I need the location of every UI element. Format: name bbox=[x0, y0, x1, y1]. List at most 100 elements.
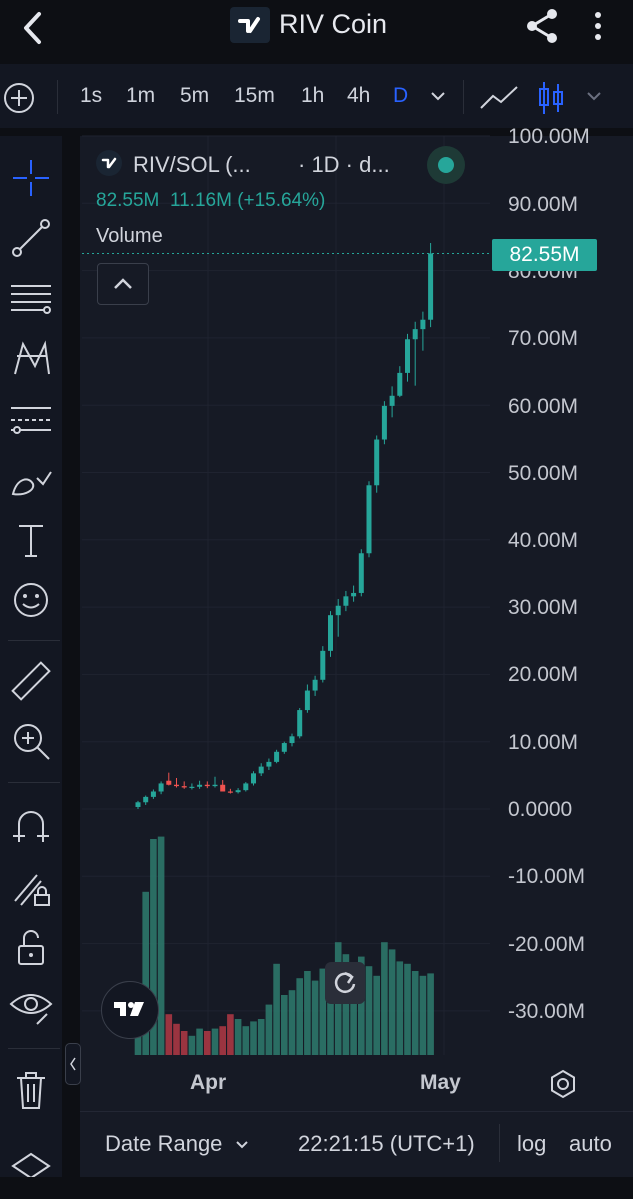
candle-body bbox=[381, 405, 387, 440]
app-header: RIV Coin bbox=[0, 0, 633, 62]
y-tick-label: 20.00M bbox=[508, 663, 579, 686]
candle-body bbox=[258, 766, 264, 774]
candle-body bbox=[235, 790, 241, 793]
forecast-icon[interactable] bbox=[7, 394, 55, 442]
legend-values: 82.55M 11.16M (+15.64%) bbox=[96, 190, 325, 212]
line-chart-icon[interactable] bbox=[479, 84, 519, 112]
eye-icon[interactable] bbox=[7, 982, 55, 1030]
emoji-icon[interactable] bbox=[7, 576, 55, 624]
timezone-clock[interactable]: 22:21:15 (UTC+1) bbox=[298, 1131, 475, 1156]
volume-bar bbox=[342, 954, 350, 1055]
candle-body bbox=[428, 253, 434, 320]
chevron-down-icon[interactable] bbox=[586, 90, 602, 102]
volume-bar bbox=[188, 1035, 196, 1055]
unlock-icon[interactable] bbox=[7, 924, 55, 972]
timeframe-1m[interactable]: 1m bbox=[126, 84, 156, 107]
brand-logo-icon bbox=[230, 7, 270, 43]
timeframe-5m[interactable]: 5m bbox=[180, 84, 210, 107]
volume-bar bbox=[265, 1004, 273, 1055]
candle-body bbox=[335, 605, 341, 616]
toolbar-divider bbox=[57, 80, 58, 114]
market-status-icon[interactable] bbox=[427, 146, 465, 184]
candle-body bbox=[274, 751, 280, 762]
volume-bar bbox=[319, 968, 327, 1055]
candle-body bbox=[189, 786, 195, 788]
candle-body bbox=[343, 596, 349, 606]
volume-bar bbox=[165, 1014, 173, 1055]
volume-bar bbox=[388, 949, 396, 1055]
tradingview-logo-icon[interactable] bbox=[101, 981, 159, 1039]
volume-bar bbox=[173, 1023, 180, 1055]
page-title: RIV Coin bbox=[279, 9, 388, 39]
text-icon[interactable] bbox=[7, 516, 55, 564]
y-tick-label: 50.00M bbox=[508, 462, 579, 485]
candle-body bbox=[389, 395, 395, 406]
crosshair-icon[interactable] bbox=[7, 154, 55, 202]
volume-bar bbox=[358, 956, 365, 1055]
drawing-toolbar bbox=[0, 136, 62, 1199]
pattern-icon[interactable] bbox=[7, 334, 55, 382]
volume-bar bbox=[296, 978, 303, 1055]
volume-bar bbox=[288, 990, 296, 1055]
volume-bar bbox=[250, 1021, 257, 1055]
fib-lines-icon[interactable] bbox=[7, 274, 55, 322]
x-tick-label: May bbox=[420, 1071, 461, 1094]
timeframe-1s[interactable]: 1s bbox=[80, 84, 103, 107]
candle-body bbox=[412, 329, 418, 340]
candle-body bbox=[220, 784, 226, 792]
brush-icon[interactable] bbox=[7, 454, 55, 502]
toolbar-divider bbox=[8, 782, 60, 783]
volume-bar bbox=[180, 1031, 188, 1055]
more-vert-icon[interactable] bbox=[584, 6, 612, 46]
gear-icon[interactable] bbox=[548, 1069, 578, 1099]
add-circle-icon[interactable] bbox=[2, 81, 36, 115]
volume-bars bbox=[134, 836, 434, 1055]
y-tick-label: -10.00M bbox=[508, 865, 586, 888]
timeframe-1h[interactable]: 1h bbox=[301, 84, 325, 107]
log-scale-toggle[interactable]: log bbox=[517, 1131, 547, 1156]
y-tick-label: -20.00M bbox=[508, 933, 586, 956]
chevron-down-icon bbox=[235, 1141, 248, 1149]
timeframe-d[interactable]: D bbox=[393, 84, 409, 107]
last-price-badge: 82.55M bbox=[492, 239, 597, 271]
x-tick-label: Apr bbox=[190, 1071, 227, 1094]
lock-drawing-icon[interactable] bbox=[7, 863, 55, 911]
reset-chart-button[interactable] bbox=[325, 962, 365, 1004]
candle-body bbox=[166, 780, 172, 785]
magnet-icon[interactable] bbox=[7, 802, 55, 850]
y-tick-label: -30.00M bbox=[508, 1000, 586, 1023]
candles-icon[interactable] bbox=[537, 80, 565, 116]
ruler-icon[interactable] bbox=[7, 657, 55, 705]
candle-body bbox=[320, 650, 326, 680]
zoom-in-icon[interactable] bbox=[7, 717, 55, 765]
chart-panel[interactable] bbox=[80, 136, 633, 1111]
timeframe-4h[interactable]: 4h bbox=[347, 84, 371, 107]
volume-bar bbox=[350, 963, 357, 1055]
candle-body bbox=[143, 796, 149, 803]
volume-bar bbox=[257, 1019, 265, 1055]
back-arrow-icon[interactable] bbox=[14, 8, 54, 48]
share-icon[interactable] bbox=[522, 6, 562, 46]
volume-bar bbox=[396, 961, 404, 1055]
collapse-legend-button[interactable] bbox=[97, 263, 149, 305]
candle-body bbox=[251, 773, 256, 784]
volume-bar bbox=[427, 973, 434, 1055]
candle-body bbox=[150, 791, 156, 797]
candle-body bbox=[212, 784, 218, 787]
legend-symbol[interactable]: RIV/SOL (... bbox=[133, 152, 251, 177]
chevron-down-icon[interactable] bbox=[430, 90, 446, 102]
volume-bar bbox=[242, 1026, 250, 1055]
volume-bar bbox=[219, 1026, 226, 1055]
candle-body bbox=[366, 485, 372, 554]
candle-body bbox=[227, 791, 233, 793]
trend-line-icon[interactable] bbox=[7, 214, 55, 262]
trash-icon[interactable] bbox=[7, 1066, 55, 1114]
candle-body bbox=[174, 784, 179, 787]
volume-bar bbox=[304, 971, 311, 1055]
legend-volume-label: Volume bbox=[96, 225, 163, 247]
toolbar-collapse-handle[interactable] bbox=[65, 1043, 81, 1085]
auto-scale-toggle[interactable]: auto bbox=[569, 1131, 612, 1156]
date-range-button[interactable]: Date Range bbox=[105, 1131, 249, 1157]
timeframe-15m[interactable]: 15m bbox=[234, 84, 275, 107]
volume-bar bbox=[273, 963, 280, 1055]
